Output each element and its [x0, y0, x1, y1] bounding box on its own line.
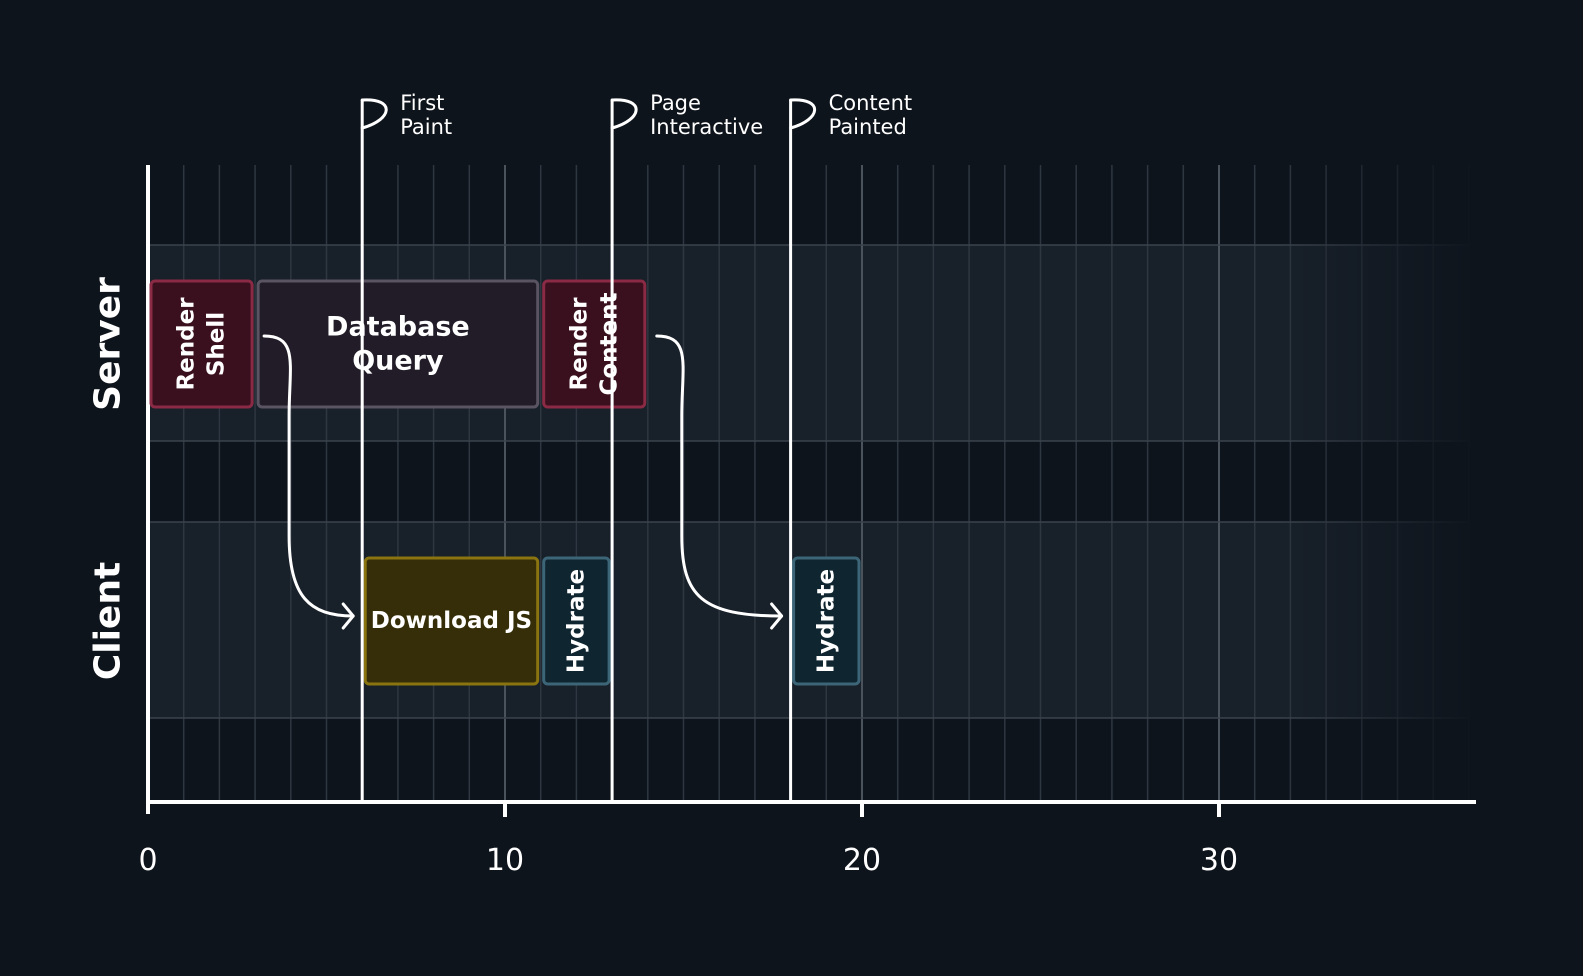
task-box	[542, 556, 611, 686]
arrow-path	[655, 334, 784, 618]
arrow-shell-to-download	[262, 334, 355, 630]
task-label: Hydrate	[813, 569, 839, 673]
task-label: Hydrate	[563, 569, 589, 673]
flag-icon	[360, 98, 388, 130]
task-hydrate-2: Hydrate	[792, 556, 861, 686]
arrowhead-icon	[341, 602, 355, 630]
milestone-label: Paint	[400, 115, 452, 139]
task-label: Database	[326, 312, 470, 343]
task-box	[149, 279, 254, 409]
task-box	[542, 279, 647, 409]
grid-fade	[148, 165, 1480, 802]
arrowhead-icon	[770, 602, 784, 630]
task-label: Shell	[204, 312, 230, 376]
task-box	[363, 556, 540, 686]
task-box	[792, 556, 861, 686]
flag-icon	[789, 98, 817, 130]
milestone-label: Painted	[829, 115, 907, 139]
task-render-content: Render Content	[542, 279, 647, 409]
task-download-js: Download JS	[363, 556, 540, 686]
milestone-label: Interactive	[650, 115, 763, 139]
x-tick-label: 30	[1200, 843, 1238, 878]
row-label-server: Server	[88, 277, 129, 411]
flag-icon	[610, 98, 638, 130]
x-tick-label: 0	[138, 843, 157, 878]
x-tick-label: 20	[843, 843, 881, 878]
task-label: Query	[352, 346, 444, 377]
task-label: Download JS	[371, 608, 532, 634]
row-label-client: Client	[88, 562, 129, 680]
arrow-path	[262, 334, 355, 618]
x-tick-label: 10	[486, 843, 524, 878]
task-label: Render	[566, 297, 592, 391]
arrow-content-to-hydrate	[655, 334, 784, 630]
milestone-label: Content	[829, 91, 913, 115]
milestone-label: First	[400, 91, 444, 115]
task-render-shell: Render Shell	[149, 279, 254, 409]
task-hydrate-1: Hydrate	[542, 556, 611, 686]
task-box	[256, 279, 540, 409]
task-label: Content	[596, 292, 622, 395]
task-label: Render	[174, 297, 200, 391]
milestone-label: Page	[650, 91, 701, 115]
